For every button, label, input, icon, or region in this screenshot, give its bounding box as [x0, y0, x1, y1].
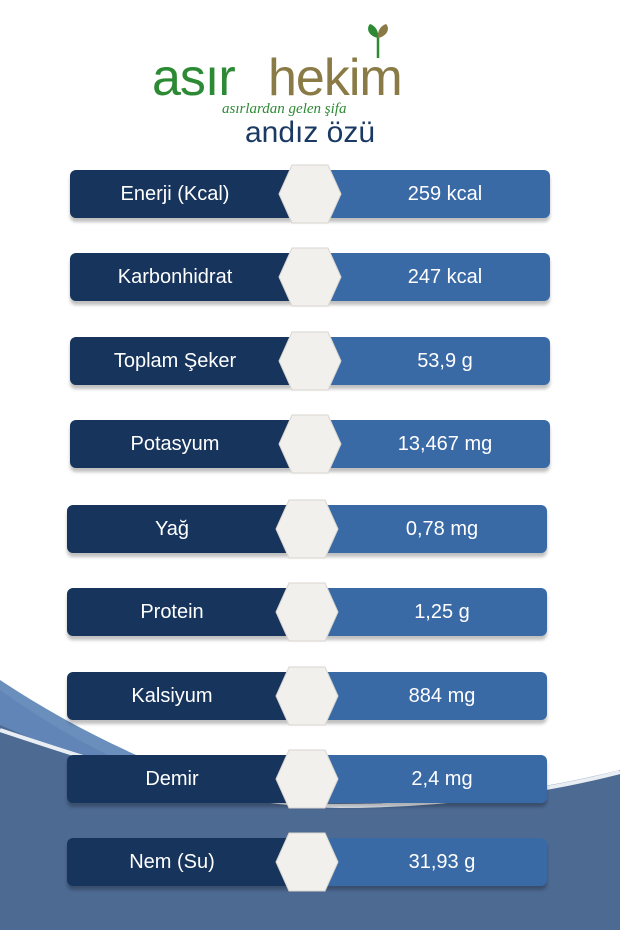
nutrient-label-cell: Kalsiyum: [67, 672, 307, 720]
nutrition-row: Protein 1,25 g: [67, 582, 547, 642]
nutrient-value-cell: 247 kcal: [310, 253, 550, 301]
nutrient-label-cell: Demir: [67, 755, 307, 803]
nutrient-label-cell: Protein: [67, 588, 307, 636]
nutrient-value: 2,4 mg: [411, 768, 473, 790]
hexagon-icon: [278, 247, 342, 307]
nutrient-label: Karbonhidrat: [117, 266, 233, 288]
leaf-icon: [368, 24, 388, 58]
nutrient-value: 13,467 mg: [397, 433, 493, 455]
nutrition-row: Yağ 0,78 mg: [67, 499, 547, 559]
nutrient-label-cell: Enerji (Kcal): [70, 170, 310, 218]
nutrient-label-cell: Yağ: [67, 505, 307, 553]
hexagon-icon: [278, 331, 342, 391]
nutrient-label: Yağ: [154, 518, 190, 540]
hexagon-icon: [275, 499, 339, 559]
nutrient-value-cell: 13,467 mg: [310, 420, 550, 468]
hexagon-icon: [278, 414, 342, 474]
nutrient-value-cell: 53,9 g: [310, 337, 550, 385]
nutrient-value: 53,9 g: [417, 350, 473, 372]
hexagon-icon: [275, 666, 339, 726]
nutrition-row: Demir 2,4 mg: [67, 749, 547, 809]
nutrition-row: Toplam Şeker 53,9 g: [70, 331, 550, 391]
hexagon-icon: [275, 832, 339, 892]
nutrient-value-cell: 0,78 mg: [307, 505, 547, 553]
nutrient-label: Toplam Şeker: [113, 350, 237, 372]
nutrient-value-cell: 1,25 g: [307, 588, 547, 636]
nutrition-row: Kalsiyum 884 mg: [67, 666, 547, 726]
nutrient-label: Protein: [140, 601, 204, 623]
nutrient-value: 247 kcal: [407, 266, 483, 288]
nutrient-label: Enerji (Kcal): [120, 183, 230, 205]
brand-name-part1: asır: [152, 49, 236, 107]
nutrient-value: 1,25 g: [414, 601, 470, 623]
nutrient-value: 31,93 g: [408, 851, 476, 873]
nutrient-label-cell: Potasyum: [70, 420, 310, 468]
nutrient-label: Demir: [145, 768, 199, 790]
nutrient-value-cell: 884 mg: [307, 672, 547, 720]
brand-tagline: asırlardan gelen şifa: [222, 101, 347, 117]
brand-name-part2: hekim: [268, 49, 403, 107]
nutrient-label: Kalsiyum: [131, 685, 213, 707]
nutrient-value-cell: 2,4 mg: [307, 755, 547, 803]
nutrient-value: 259 kcal: [407, 183, 483, 205]
nutrient-label-cell: Nem (Su): [67, 838, 307, 886]
nutrient-value: 0,78 mg: [405, 518, 479, 540]
nutrient-label: Potasyum: [130, 433, 220, 455]
nutrient-label-cell: Toplam Şeker: [70, 337, 310, 385]
nutrient-label: Nem (Su): [129, 851, 215, 873]
nutrition-row: Enerji (Kcal) 259 kcal: [70, 164, 550, 224]
nutrient-value-cell: 31,93 g: [307, 838, 547, 886]
nutrition-row: Potasyum 13,467 mg: [70, 414, 550, 474]
brand-logo: asır hekim asırlardan gelen şifa: [150, 18, 470, 118]
nutrient-value: 884 mg: [408, 685, 476, 707]
nutrient-value-cell: 259 kcal: [310, 170, 550, 218]
hexagon-icon: [275, 749, 339, 809]
hexagon-icon: [278, 164, 342, 224]
nutrient-label-cell: Karbonhidrat: [70, 253, 310, 301]
nutrition-row: Nem (Su) 31,93 g: [67, 832, 547, 892]
hexagon-icon: [275, 582, 339, 642]
product-title: andız özü: [244, 116, 376, 149]
nutrition-row: Karbonhidrat 247 kcal: [70, 247, 550, 307]
